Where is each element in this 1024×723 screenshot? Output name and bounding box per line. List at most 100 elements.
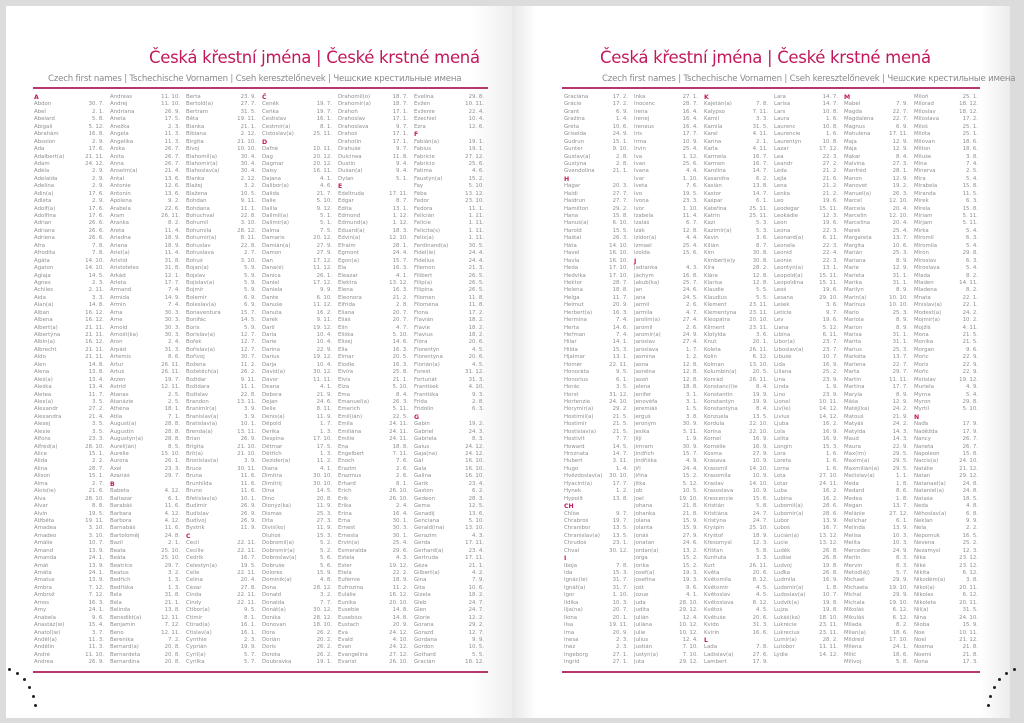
name-day-date: 26. 5. [468, 287, 484, 294]
name-entry: Eduard(a) 18. 3. [338, 228, 414, 235]
name: Mojmír(a) [914, 317, 940, 324]
name-day-date: 17. 12. [313, 279, 332, 286]
name-entry: Lesana 29. 10. [774, 295, 844, 302]
name-entry: Modest(a) 24. 2. [914, 310, 984, 317]
name: Ludvík(a) [774, 599, 800, 606]
name-entry: Jonatan 24. 6. [634, 540, 704, 547]
name-entry: Konstantin 19. 9. [704, 392, 774, 399]
name: Aristid [110, 257, 128, 264]
name-entry: Ela 16. 3. [338, 265, 414, 272]
name-day-date: 16. 9. [752, 436, 768, 443]
name-entry: Armin 7. 4. [110, 302, 186, 309]
name-entry: Frida 2. 8. [414, 399, 490, 406]
name-day-date: 8. 11. [316, 406, 332, 413]
name: Bivoj [186, 146, 200, 153]
name-day-date: 16. 2. [822, 421, 838, 428]
name-entry: Lubomír(a) 28. 6. [774, 511, 844, 518]
name: Gerhard(a) [414, 547, 444, 554]
name: Juda [634, 599, 646, 606]
name-entry: Mája 12. 9. [844, 146, 914, 153]
name-entry: Ctibor(a) 9. 5. [186, 607, 262, 614]
name-entry: Eusebius 14. 8. [338, 615, 414, 622]
name-entry: Filipína 26. 5. [414, 287, 490, 294]
name-day-date: 15. 9. [962, 622, 978, 629]
name-entry: Mona 21. 5. [914, 332, 984, 339]
name-entry: Jordan(a) 13. 2. [634, 548, 704, 555]
name: Graciána [564, 94, 589, 100]
name-day-date: 3. 10. [240, 257, 256, 264]
name-day-date: 22. 11. [609, 361, 628, 368]
name-day-date: 21. 5. [962, 339, 978, 346]
name-entry: Hamilton 29. 2. [564, 206, 634, 213]
name-entry: Igor 1. 10. [564, 592, 634, 599]
name: Bianka [186, 123, 205, 130]
name: Ela [338, 265, 347, 272]
name-day-date: 26. 10. [389, 659, 408, 666]
name: Jelena [634, 384, 651, 391]
name-day-date: 5. 10. [468, 183, 484, 190]
name-day-date: 11. 12. [313, 265, 332, 272]
name: Drahuše [338, 146, 361, 153]
name-entry: Angelika 11. 3. [110, 139, 186, 146]
name-entry: Damaris 20. 12. [262, 235, 338, 242]
name-day-date: 1. 12. [682, 153, 698, 160]
name-day-date: 10. 4. [468, 116, 484, 123]
name: Fabián(a) [414, 138, 440, 145]
name: Babeta [110, 488, 130, 495]
name-day-date: 30. 5. [468, 242, 484, 249]
name-day-date: 19. 10. [889, 584, 908, 591]
letter-heading: C [186, 532, 191, 540]
name: Karmen [704, 160, 725, 167]
name-day-date: 9. 7. [826, 309, 838, 316]
name: Hektor [564, 279, 583, 286]
name: Horác [564, 384, 580, 391]
name: Fay [414, 183, 424, 190]
name-day-date: 23. 10. [465, 198, 484, 205]
name-entry: Erina 16. 4. [338, 511, 414, 518]
name-entry: Justýn(a) 7. 10. [634, 652, 704, 659]
name-entry: Dalila 9. 12. [262, 206, 338, 213]
name-day-date: 19. 1. [316, 659, 332, 666]
name-entry: Gilbert(a) 4. 2. [414, 570, 490, 577]
name-day-date: 5. 12. [682, 480, 698, 487]
name: Bonifác [186, 317, 207, 324]
name: Árpád [110, 346, 127, 353]
name: Gilbert(a) [414, 570, 440, 576]
name-entry: Dalimír(a) 5. 1. [262, 220, 338, 227]
name-day-date: 7. 4. [966, 160, 978, 167]
name-entry: Leontýn(a) 13. 1. [774, 265, 844, 272]
name: Krasomil [704, 465, 728, 472]
name-entry: Lino 23. 9. [774, 392, 844, 399]
name: Mahulena [844, 131, 871, 138]
name-entry: Knut 20. 1. [704, 339, 774, 346]
name: Erhard [338, 480, 356, 487]
name-day-date: 16. 7. [240, 555, 256, 562]
name: Boris [186, 324, 200, 331]
name-day-date: 1. 6. [826, 458, 838, 465]
name-entry: Ctirad(a) 16. 1. [186, 622, 262, 629]
name-day-date: 24. 11. [389, 421, 408, 428]
name-entry: Amáta 24. 1. [34, 570, 110, 577]
name-entry: Kristián 5. 8. [704, 503, 774, 510]
name: Martin [844, 376, 862, 383]
name-day-date: 13. 9. [892, 525, 908, 532]
name-entry: Horst 31. 12. [564, 392, 634, 399]
name-entry: Dětřich 1. 3. [262, 451, 338, 458]
name-day-date: 1. 10. [612, 592, 628, 599]
name: Kašpar [704, 198, 723, 205]
name-entry: Lenka 21. 2. [774, 191, 844, 198]
name-entry: Glen 24. 7. [414, 607, 490, 614]
name: Konstantin [704, 391, 733, 398]
name: Eusebius [338, 614, 363, 621]
name-day-date: 17. 11. [389, 190, 408, 197]
name-day-date: 11. 6. [164, 525, 180, 532]
name-entry: Jan 24. 6. [634, 287, 704, 294]
name-day-date: 23. 4. [468, 480, 484, 487]
name-day-date: 8. 4. [896, 153, 908, 160]
name: Gustav(a) [564, 153, 591, 160]
name-day-date: 24. 12. [85, 160, 104, 167]
letter-heading: E [338, 183, 343, 191]
name-day-date: 17. 2. [962, 116, 978, 123]
name-entry: Maxim(a) 29. 5. [844, 458, 914, 465]
name-entry: Ingrid 27. 1. [564, 659, 634, 666]
